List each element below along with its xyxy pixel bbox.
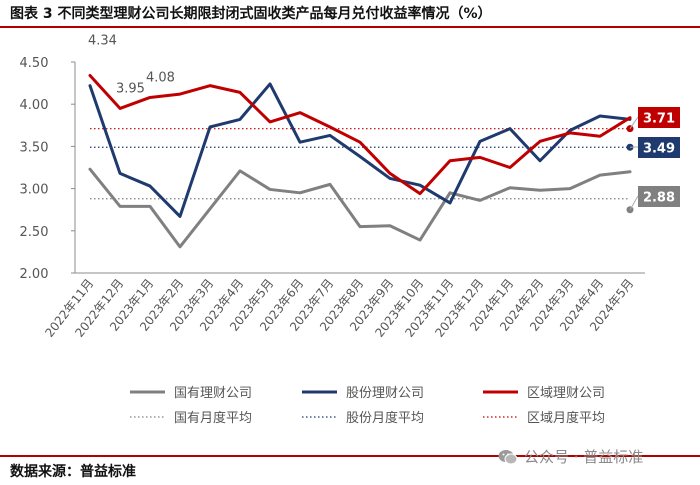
chart-title: 图表 3 不同类型理财公司长期限封闭式固收类产品每月兑付收益率情况（%） [10,6,492,22]
data-label: 4.08 [146,70,175,85]
y-tick-label: 2.50 [20,225,49,240]
series-line-joint-stock [88,82,632,218]
series-line-regional [88,74,632,196]
average-label-state-owned: 2.88 [643,191,675,206]
series-line-state-owned [88,167,632,249]
legend-label-avg-regional: 区域月度平均 [527,410,605,426]
average-label-joint-stock: 3.49 [643,142,675,157]
chart: 2.002.503.003.504.004.502022年11月2022年12月… [20,34,680,426]
data-label: 3.95 [116,81,145,96]
average-label-regional: 3.71 [643,112,675,127]
y-tick-label: 3.00 [20,183,49,198]
average-label-box-regional [638,107,680,128]
watermark-text: 公众号 · 普益标准 [524,448,644,466]
legend-label-avg-state-owned: 国有月度平均 [174,410,252,426]
watermark: 公众号 · 普益标准 [498,446,643,467]
average-label-box-state-owned [638,186,680,207]
callout-leader [629,195,639,210]
source-rule [0,455,700,457]
y-tick-label: 3.50 [20,140,49,155]
title-rule-top [0,26,700,28]
legend-label-regional: 区域理财公司 [527,386,605,401]
source-note: 数据来源：普益标准 [10,464,136,480]
data-label: 4.34 [88,34,117,49]
y-tick-label: 2.00 [20,267,49,282]
y-tick-label: 4.50 [20,56,49,71]
legend-label-avg-joint-stock: 股份月度平均 [346,410,424,426]
legend-label-joint-stock: 股份理财公司 [346,386,424,401]
y-tick-label: 4.00 [20,98,49,113]
legend-label-state-owned: 国有理财公司 [174,386,252,401]
wechat-icon [498,450,518,465]
callout-leader [629,116,639,129]
average-label-box-joint-stock [638,137,680,158]
